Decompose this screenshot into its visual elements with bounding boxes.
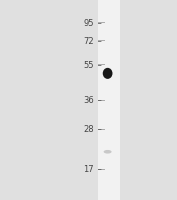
Text: 55: 55 [83, 61, 94, 69]
Text: –: – [95, 19, 102, 27]
Ellipse shape [104, 150, 112, 154]
Text: –: – [95, 96, 102, 104]
Text: –: – [95, 165, 102, 173]
Text: 28: 28 [83, 125, 94, 133]
Text: –: – [95, 61, 102, 69]
Text: 17: 17 [83, 165, 94, 173]
Ellipse shape [103, 68, 113, 80]
Text: –: – [95, 37, 102, 45]
Text: –: – [95, 125, 102, 133]
Text: 72: 72 [83, 37, 94, 45]
Text: 36: 36 [83, 96, 94, 104]
Bar [98, 0, 120, 200]
Text: 95: 95 [83, 19, 94, 27]
